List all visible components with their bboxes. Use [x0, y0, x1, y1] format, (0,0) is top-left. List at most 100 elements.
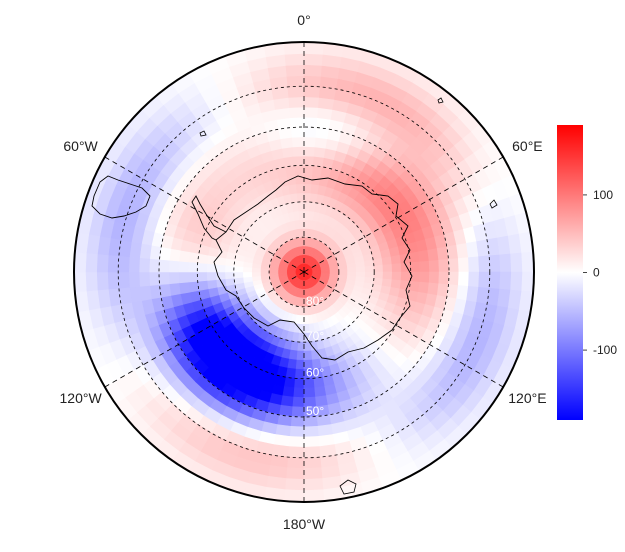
field-cell: [347, 267, 357, 273]
field-cell: [293, 155, 305, 167]
field-cell: [291, 126, 305, 138]
field-cell: [315, 127, 330, 140]
latitude-label: 80°: [306, 294, 324, 308]
field-cell: [303, 192, 312, 203]
field-cell: [285, 467, 305, 480]
field-cell: [296, 192, 305, 203]
field-cell: [521, 251, 534, 273]
latitude-circle: [196, 164, 412, 380]
field-cell: [372, 257, 384, 267]
field-cell: [303, 489, 325, 502]
longitude-label: 60°W: [63, 138, 98, 154]
field-cell: [303, 53, 324, 66]
field-cell: [468, 271, 480, 288]
field-cell: [107, 271, 120, 290]
field-cell: [382, 263, 393, 273]
field-cell: [364, 265, 375, 273]
field-cell: [251, 271, 261, 277]
latitude-labels: 80° 70° 60° 50°: [306, 294, 324, 418]
field-cell: [381, 256, 393, 266]
field-cell: [74, 271, 87, 293]
field-cell: [280, 395, 294, 408]
field-cell: [290, 416, 305, 428]
field-cell: [289, 192, 299, 204]
colorbar-tick-label: 0: [593, 266, 600, 280]
field-cell: [292, 387, 305, 398]
field-cell: [283, 42, 305, 55]
field-cell: [364, 259, 375, 268]
field-cell: [287, 85, 305, 98]
field-cell: [468, 256, 480, 273]
field-cell: [148, 271, 160, 286]
meridian-line: [104, 271, 305, 388]
longitude-label: 120°W: [60, 390, 103, 406]
field-cell: [168, 282, 181, 296]
field-cell: [373, 271, 384, 280]
field-cell: [288, 436, 305, 448]
field-cell: [303, 350, 313, 361]
meridian-line: [303, 156, 504, 273]
field-cell: [215, 278, 227, 288]
field-cell: [499, 271, 512, 291]
field-cell: [303, 116, 318, 128]
field-cell: [168, 259, 180, 273]
field-cell: [278, 127, 293, 140]
field-cell: [291, 201, 300, 212]
field-cell: [159, 246, 172, 261]
field-cell: [303, 467, 323, 480]
data-field: [74, 42, 534, 502]
field-cell: [280, 136, 294, 149]
field-cell: [408, 251, 421, 264]
longitude-label: 120°E: [508, 390, 546, 406]
field-cell: [138, 271, 151, 287]
field-cell: [448, 271, 460, 286]
field-cell: [373, 264, 384, 273]
field-cell: [419, 260, 430, 273]
colorbar-tick-label: -100: [593, 343, 617, 357]
field-cell: [418, 249, 430, 263]
field-cell: [419, 271, 430, 284]
field-cell: [291, 396, 305, 408]
field-cell: [286, 456, 305, 469]
field-cell: [233, 276, 244, 285]
colorbar-ticks: 100 0 -100: [583, 188, 617, 357]
field-cell: [159, 283, 172, 298]
field-cell: [303, 377, 315, 389]
field-cell: [178, 271, 189, 284]
field-cell: [293, 377, 305, 389]
field-cell: [96, 271, 109, 291]
field-cell: [224, 264, 235, 273]
field-cell: [224, 271, 235, 280]
field-cell: [294, 368, 305, 380]
latitude-circle: [117, 85, 491, 459]
field-cell: [303, 85, 321, 98]
field-cell: [297, 201, 305, 212]
field-cell: [233, 271, 244, 279]
meridian-line: [104, 156, 305, 273]
field-cell: [303, 436, 320, 448]
field-cell: [178, 249, 190, 263]
field-cell: [284, 53, 305, 66]
field-cell: [268, 271, 279, 276]
field-cell: [409, 261, 421, 273]
field-cell: [242, 271, 253, 278]
field-cell: [291, 136, 305, 148]
field-cell: [158, 271, 170, 285]
field-cell: [196, 262, 208, 273]
longitude-label: 0°: [297, 12, 310, 28]
field-cell: [187, 261, 199, 273]
field-cell: [168, 271, 180, 285]
field-cell: [448, 258, 460, 273]
field-cell: [85, 252, 98, 273]
field-cell: [314, 136, 328, 149]
field-cell: [303, 96, 320, 108]
field-cell: [303, 306, 309, 316]
graticule: [104, 42, 504, 502]
field-cell: [303, 446, 321, 459]
colorbar-tick-label: 100: [593, 188, 613, 202]
field-cell: [284, 478, 305, 491]
field-cell: [289, 425, 305, 438]
field-cell: [436, 246, 449, 261]
field-cell: [313, 146, 327, 158]
